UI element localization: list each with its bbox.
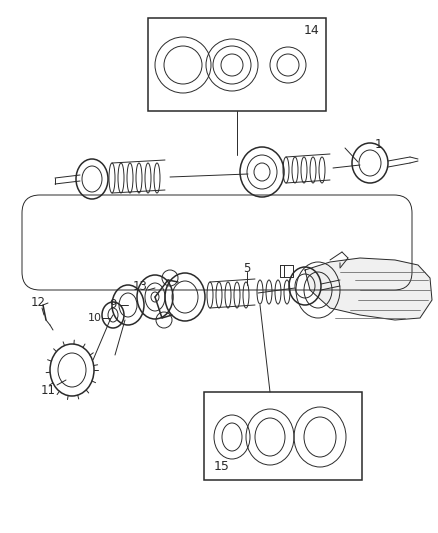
Text: 12: 12 bbox=[31, 295, 46, 309]
Bar bbox=[148, 18, 326, 111]
Text: 14: 14 bbox=[304, 25, 320, 37]
Polygon shape bbox=[305, 258, 432, 320]
Text: 13: 13 bbox=[133, 280, 148, 294]
Text: 9: 9 bbox=[109, 298, 117, 311]
Text: 15: 15 bbox=[214, 459, 230, 472]
Text: 1: 1 bbox=[374, 138, 382, 150]
Bar bbox=[204, 392, 362, 480]
Text: 10: 10 bbox=[88, 313, 102, 323]
Text: 5: 5 bbox=[244, 262, 251, 274]
Text: 11: 11 bbox=[40, 384, 56, 397]
